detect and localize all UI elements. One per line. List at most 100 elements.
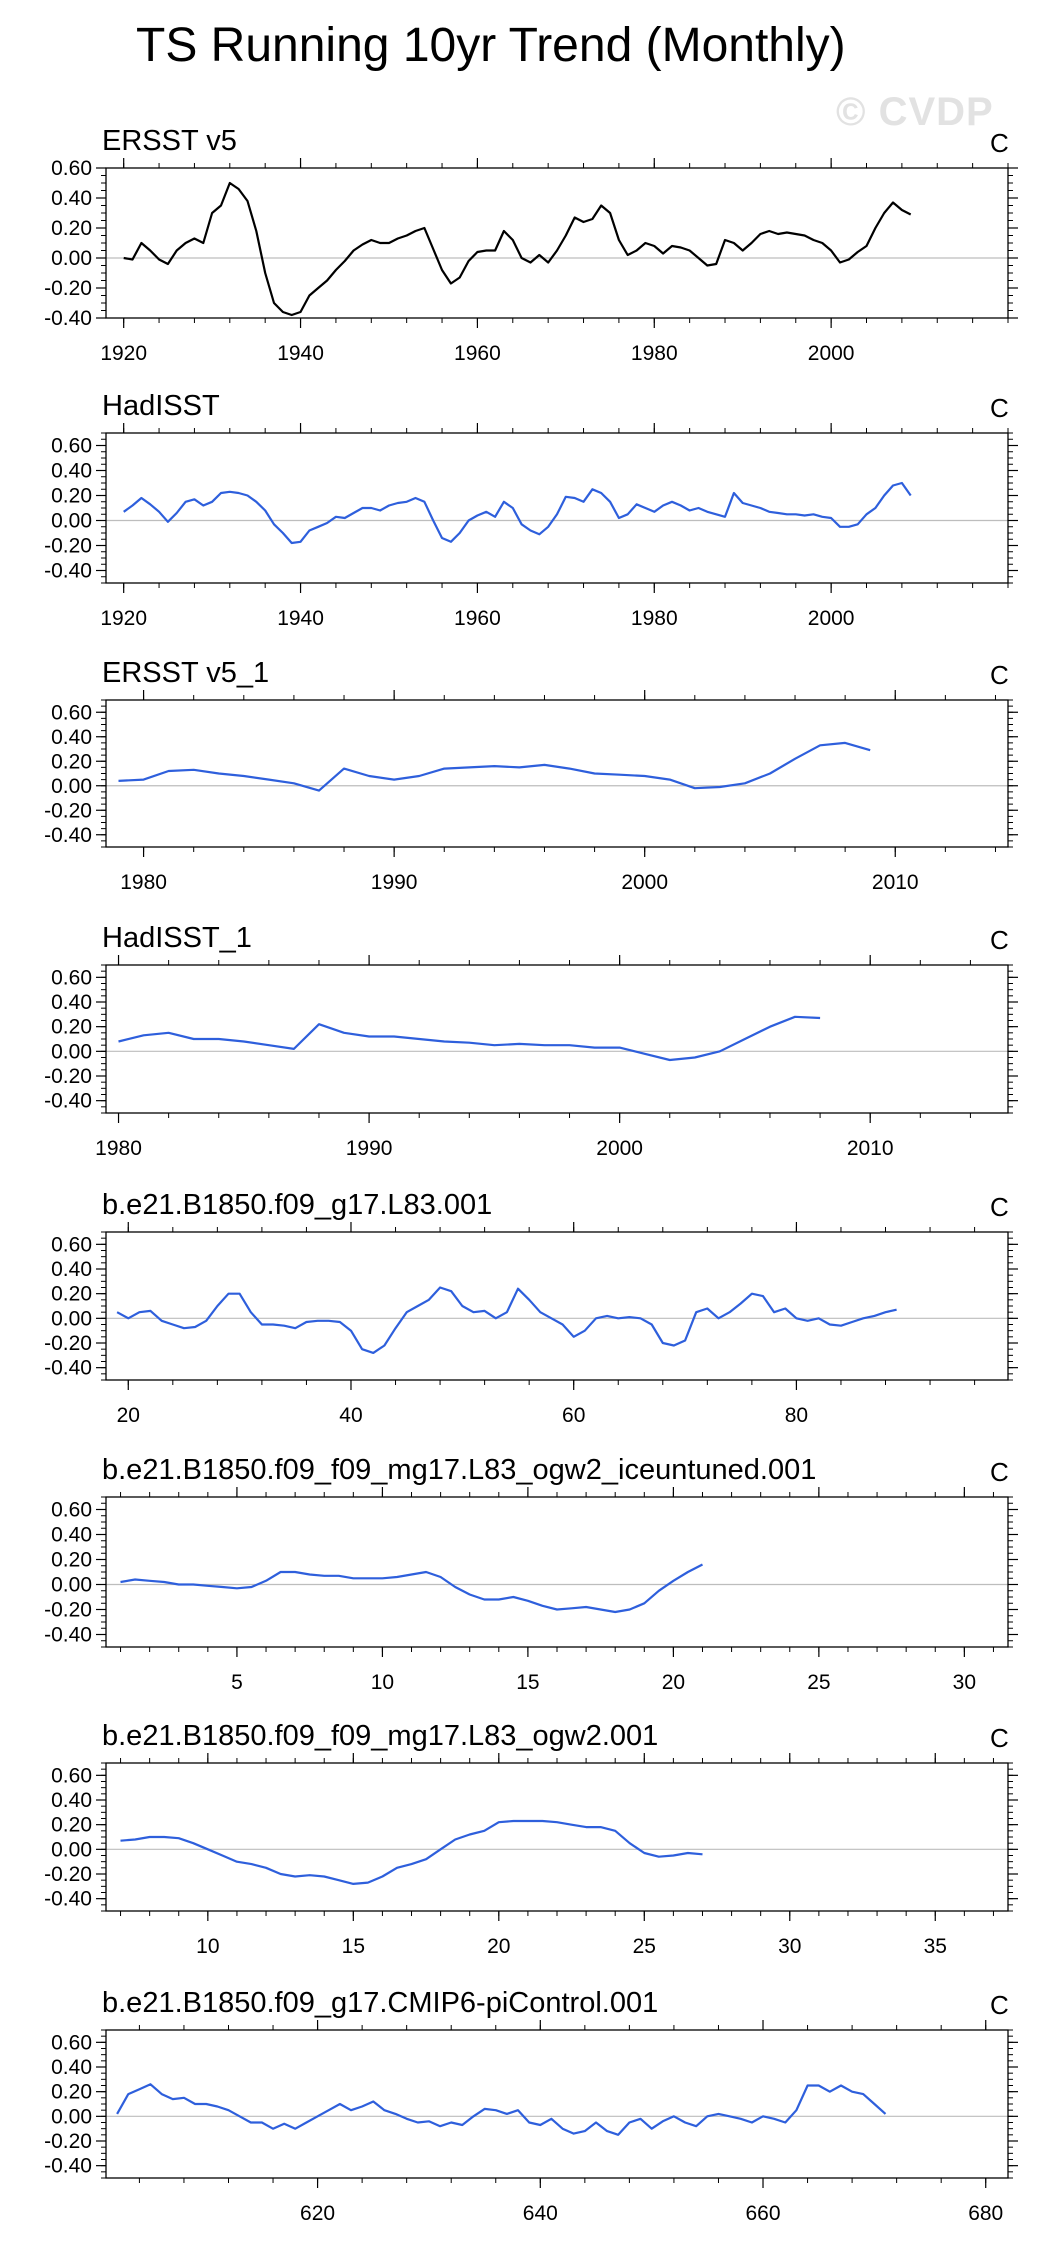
y-tick-label: -0.40 — [44, 1090, 92, 1113]
chart-panel-6: b.e21.B1850.f09_f09_mg17.L83_ogw2_iceunt… — [44, 1454, 1018, 1694]
y-tick-label: 0.60 — [51, 157, 92, 180]
y-tick-label: -0.40 — [44, 1357, 92, 1380]
y-tick-label: -0.20 — [44, 1599, 92, 1622]
x-tick-label: 10 — [196, 1935, 219, 1958]
chart-panel-7: b.e21.B1850.f09_f09_mg17.L83_ogw2.001 C -0… — [44, 1720, 1018, 1958]
units-label: C — [990, 925, 1009, 955]
y-tick-label: -0.40 — [44, 1624, 92, 1647]
series-line — [116, 1286, 897, 1355]
y-tick-label: 0.40 — [51, 187, 92, 210]
y-tick-label: 0.20 — [51, 1549, 92, 1572]
y-tick-label: 0.60 — [51, 701, 92, 724]
y-tick-label: -0.40 — [44, 560, 92, 583]
series-line — [120, 1563, 704, 1614]
x-tick-label: 1990 — [346, 1137, 393, 1160]
page-title: TS Running 10yr Trend (Monthly) — [136, 19, 846, 72]
y-tick-label: 0.60 — [51, 1233, 92, 1256]
x-tick-label: 5 — [231, 1671, 243, 1694]
chart-title: HadISST_1 — [102, 922, 252, 954]
series-line — [116, 2083, 887, 2136]
y-tick-label: 0.00 — [51, 510, 92, 533]
x-tick-label: 1980 — [95, 1137, 142, 1160]
chart-panel-2: HadISST C -0.40-0.200.000.200.400.60 1920 19… — [44, 390, 1018, 630]
y-tick-label: -0.20 — [44, 535, 92, 558]
chart-panel-8: b.e21.B1850.f09_g17.CMIP6-piControl.001 C… — [44, 1987, 1018, 2225]
y-tick-label: -0.40 — [44, 824, 92, 847]
x-tick-label: 1980 — [631, 607, 678, 630]
y-tick-label: 0.00 — [51, 1838, 92, 1861]
y-tick-label: 0.40 — [51, 1524, 92, 1547]
units-label: C — [990, 1990, 1009, 2020]
y-tick-label: 0.60 — [51, 966, 92, 989]
chart-title: b.e21.B1850.f09_g17.CMIP6-piControl.001 — [102, 1987, 658, 2019]
chart-panel-5: b.e21.B1850.f09_g17.L83.001 C-0.40-0.200.… — [44, 1189, 1018, 1427]
series-line — [118, 741, 871, 792]
chart-panel-1: ERSST v5 C -0.40 -0.20 0.00 0.20 0.40 0.60 1920 1… — [44, 125, 1018, 365]
y-tick-label: -0.20 — [44, 1863, 92, 1886]
x-tick-label: 35 — [924, 1935, 947, 1958]
x-tick-label: 25 — [807, 1671, 830, 1694]
y-tick-label: 0.40 — [51, 2056, 92, 2079]
x-tick-label: 20 — [662, 1671, 685, 1694]
units-label: C — [990, 660, 1009, 690]
x-tick-label: 2010 — [872, 871, 919, 894]
plot-frame — [105, 1762, 1009, 1912]
plot-frame — [105, 1496, 1009, 1648]
series-line — [120, 1819, 703, 1886]
y-tick-label: -0.20 — [44, 1065, 92, 1088]
y-tick-label: 0.20 — [51, 1016, 92, 1039]
x-tick-label: 10 — [371, 1671, 394, 1694]
chart-title: b.e21.B1850.f09_f09_mg17.L83_ogw2_iceunt… — [102, 1454, 816, 1486]
x-tick-label: 25 — [633, 1935, 656, 1958]
series-line — [123, 181, 912, 317]
y-tick-label: 0.40 — [51, 460, 92, 483]
x-tick-label: 1960 — [454, 342, 501, 365]
y-tick-label: 0.60 — [51, 2031, 92, 2054]
y-tick-label: 0.40 — [51, 726, 92, 749]
y-tick-label: 0.60 — [51, 1499, 92, 1522]
x-tick-label: 660 — [745, 2202, 780, 2225]
y-tick-label: -0.40 — [44, 2155, 92, 2178]
x-tick-label: 2000 — [808, 342, 855, 365]
units-label: C — [990, 1457, 1009, 1487]
y-tick-label: 0.60 — [51, 435, 92, 458]
y-tick-label: 0.00 — [51, 247, 92, 270]
units-label: C — [990, 1723, 1009, 1753]
series-line — [123, 481, 912, 545]
chart-panel-3: ERSST v5_1 C -0.40-0.200.000.200.400.60 198… — [44, 657, 1018, 894]
chart-title: ERSST v5 — [102, 125, 237, 157]
y-tick-label: -0.20 — [44, 799, 92, 822]
x-tick-label: 680 — [968, 2202, 1003, 2225]
chart-title: b.e21.B1850.f09_f09_mg17.L83_ogw2.001 — [102, 1720, 658, 1752]
x-tick-label: 1960 — [454, 607, 501, 630]
watermark: © CVDP — [836, 90, 994, 134]
y-tick-label: 0.00 — [51, 1307, 92, 1330]
y-tick-label: 0.00 — [51, 2105, 92, 2128]
y-tick-label: -0.40 — [44, 307, 92, 330]
x-tick-label: 30 — [953, 1671, 976, 1694]
units-label: C — [990, 128, 1009, 158]
plot-frame — [105, 964, 1009, 1114]
y-tick-label: -0.20 — [44, 1332, 92, 1355]
units-label: C — [990, 393, 1009, 423]
x-tick-label: 2000 — [621, 871, 668, 894]
x-tick-label: 2000 — [596, 1137, 643, 1160]
y-tick-label: 0.40 — [51, 991, 92, 1014]
x-tick-label: 60 — [562, 1404, 585, 1427]
y-tick-label: 0.20 — [51, 217, 92, 240]
y-tick-label: 0.00 — [51, 775, 92, 798]
plot-frame — [105, 2029, 1009, 2179]
y-tick-label: -0.20 — [44, 277, 92, 300]
x-tick-label: 1980 — [631, 342, 678, 365]
x-tick-label: 1990 — [371, 871, 418, 894]
x-tick-label: 1920 — [100, 342, 147, 365]
x-tick-label: 1980 — [120, 871, 167, 894]
x-tick-label: 2000 — [808, 607, 855, 630]
chart-title: b.e21.B1850.f09_g17.L83.001 — [102, 1189, 492, 1221]
y-tick-label: 0.40 — [51, 1258, 92, 1281]
y-tick-label: 0.20 — [51, 2081, 92, 2104]
x-tick-label: 40 — [339, 1404, 362, 1427]
y-tick-label: 0.60 — [51, 1764, 92, 1787]
x-tick-label: 2010 — [847, 1137, 894, 1160]
